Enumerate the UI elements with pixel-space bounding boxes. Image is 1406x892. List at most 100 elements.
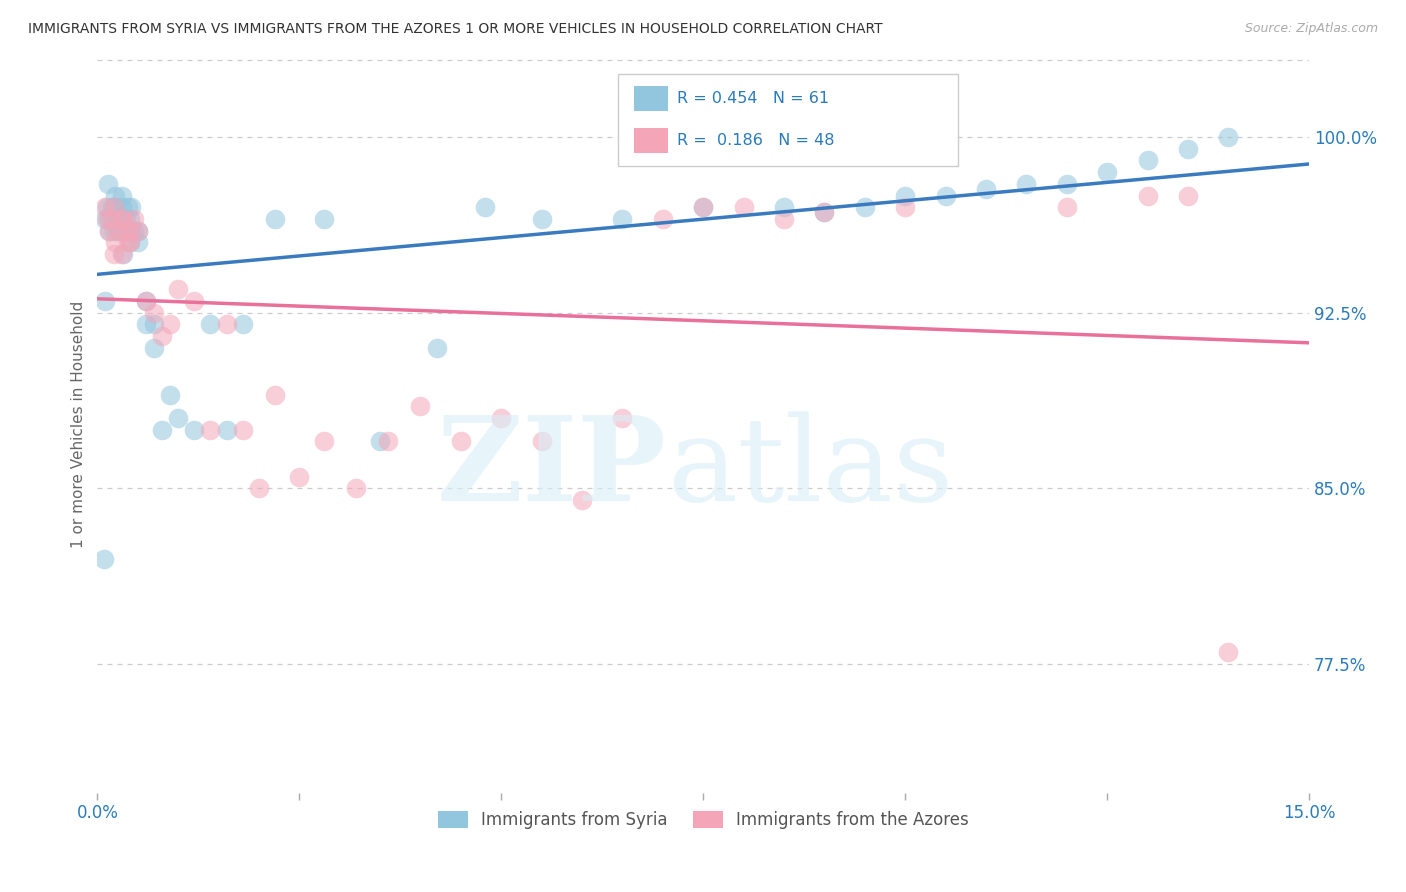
Point [312, 212, 335, 227]
Point [118, 224, 141, 238]
Point [103, 247, 125, 261]
Point [215, 423, 238, 437]
Point [104, 188, 127, 202]
Point [150, 329, 173, 343]
Point [1015, 177, 1038, 191]
Point [813, 205, 835, 219]
Point [97, 177, 120, 191]
Point [103, 200, 125, 214]
Point [127, 235, 149, 250]
Point [112, 247, 135, 261]
Point [150, 423, 173, 437]
Point [103, 224, 125, 238]
Y-axis label: 1 or more Vehicles in Household: 1 or more Vehicles in Household [72, 301, 86, 548]
Point [110, 200, 132, 214]
Point [112, 212, 135, 227]
Point [118, 212, 141, 227]
Point [183, 423, 205, 437]
Point [1056, 200, 1078, 214]
Point [167, 282, 190, 296]
Point [127, 224, 149, 238]
Text: R =  0.186   N = 48: R = 0.186 N = 48 [676, 133, 834, 148]
Point [120, 224, 142, 238]
Point [107, 212, 129, 227]
Point [114, 212, 136, 227]
Text: R = 0.454   N = 61: R = 0.454 N = 61 [676, 91, 828, 106]
Point [571, 493, 593, 508]
Point [110, 212, 132, 227]
Point [1218, 645, 1240, 659]
Point [692, 200, 714, 214]
Point [200, 318, 222, 332]
Point [344, 481, 367, 495]
Point [122, 224, 145, 238]
Point [1177, 188, 1199, 202]
Text: atlas: atlas [666, 411, 953, 525]
Text: ZIP: ZIP [437, 410, 666, 525]
Point [1056, 177, 1078, 191]
Point [94, 293, 117, 308]
Point [692, 200, 714, 214]
Point [813, 205, 835, 219]
Point [450, 434, 472, 449]
Point [104, 235, 127, 250]
Point [120, 200, 142, 214]
Point [288, 469, 311, 483]
Point [1095, 165, 1118, 179]
FancyBboxPatch shape [619, 73, 957, 166]
Point [98, 212, 121, 227]
Point [773, 212, 796, 227]
Point [135, 318, 157, 332]
Point [894, 188, 917, 202]
Point [215, 318, 238, 332]
Point [110, 247, 132, 261]
Point [103, 200, 125, 214]
Point [94, 212, 117, 227]
Point [114, 224, 136, 238]
Point [117, 200, 139, 214]
Point [773, 200, 796, 214]
Point [530, 434, 553, 449]
Point [183, 293, 205, 308]
Point [98, 224, 121, 238]
Point [247, 481, 270, 495]
Point [651, 212, 673, 227]
Bar [634, 87, 668, 112]
Point [264, 387, 287, 401]
Point [103, 212, 125, 227]
Point [101, 212, 124, 227]
Point [93, 551, 115, 566]
Point [312, 434, 335, 449]
Point [118, 235, 141, 250]
Point [114, 224, 136, 238]
Text: IMMIGRANTS FROM SYRIA VS IMMIGRANTS FROM THE AZORES 1 OR MORE VEHICLES IN HOUSEH: IMMIGRANTS FROM SYRIA VS IMMIGRANTS FROM… [28, 22, 883, 37]
Point [122, 212, 145, 227]
Point [200, 423, 222, 437]
Bar [634, 128, 668, 153]
Point [491, 411, 513, 425]
Point [127, 224, 149, 238]
Point [117, 235, 139, 250]
Point [409, 400, 432, 414]
Point [110, 188, 132, 202]
Point [426, 341, 449, 355]
Point [853, 200, 876, 214]
Point [142, 306, 165, 320]
Point [368, 434, 391, 449]
Point [96, 212, 118, 227]
Point [1136, 188, 1159, 202]
Point [935, 188, 957, 202]
Point [135, 293, 157, 308]
Point [118, 235, 141, 250]
Legend: Immigrants from Syria, Immigrants from the Azores: Immigrants from Syria, Immigrants from t… [432, 805, 976, 836]
Point [98, 224, 121, 238]
Point [733, 200, 755, 214]
Point [142, 341, 165, 355]
Point [1136, 153, 1159, 168]
Point [159, 387, 181, 401]
Point [112, 224, 135, 238]
Point [94, 200, 117, 214]
Point [101, 200, 124, 214]
Point [110, 212, 132, 227]
Point [377, 434, 399, 449]
